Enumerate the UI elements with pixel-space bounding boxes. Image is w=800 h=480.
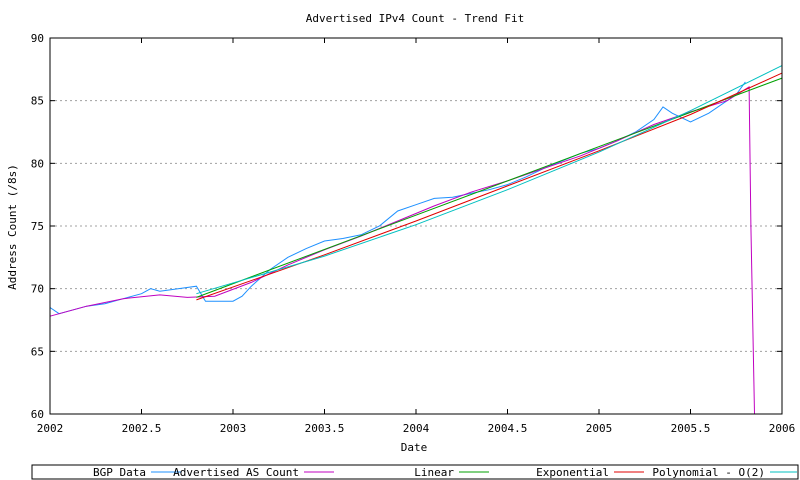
x-tick-label: 2004.5	[488, 422, 528, 435]
y-tick-label: 80	[31, 157, 44, 170]
legend-box	[31, 464, 799, 480]
y-tick-label: 65	[31, 345, 44, 358]
y-tick-label: 60	[31, 408, 44, 421]
legend-label-exponential: Exponential	[536, 466, 609, 479]
grid-lines	[50, 100, 782, 352]
x-tick-label: 2005	[586, 422, 613, 435]
x-tick-label: 2003.5	[305, 422, 345, 435]
chart-title: Advertised IPv4 Count - Trend Fit	[306, 12, 525, 25]
y-tick-label: 75	[31, 220, 44, 233]
y-tick-label: 85	[31, 95, 44, 108]
x-tick-label: 2004	[403, 422, 430, 435]
y-tick-label: 70	[31, 283, 44, 296]
x-tick-label: 2002	[37, 422, 64, 435]
legend: BGP Data Advertised AS Count Linear Exponen…	[31, 464, 799, 480]
polynomial-o-2-line	[196, 65, 783, 295]
y-tick-label: 90	[31, 32, 44, 45]
legend-items: BGP Data Advertised AS Count Linear Exponen…	[93, 466, 797, 479]
x-axis-label: Date	[401, 441, 428, 454]
legend-label-bgp-data: BGP Data	[93, 466, 146, 479]
linear-line	[196, 77, 783, 298]
series-layer	[49, 65, 783, 415]
x-tick-label: 2003	[220, 422, 247, 435]
legend-label-advertised-as-count: Advertised AS Count	[173, 466, 299, 479]
advertised-as-count-line	[49, 86, 755, 415]
y-axis-label: Address Count (/8s)	[6, 164, 19, 290]
bgp-data-line	[49, 81, 746, 315]
x-tick-label: 2006	[769, 422, 796, 435]
exponential-line	[196, 72, 783, 301]
legend-label-polynomial-o-2: Polynomial - O(2)	[652, 466, 765, 479]
x-tick-label: 2002.5	[122, 422, 162, 435]
legend-label-linear: Linear	[414, 466, 454, 479]
x-tick-label: 2005.5	[671, 422, 711, 435]
axis-ticks: 60 65 70 75 80 85 90 2002 2002.5 2003 2003.5 2004 20…	[31, 32, 796, 435]
